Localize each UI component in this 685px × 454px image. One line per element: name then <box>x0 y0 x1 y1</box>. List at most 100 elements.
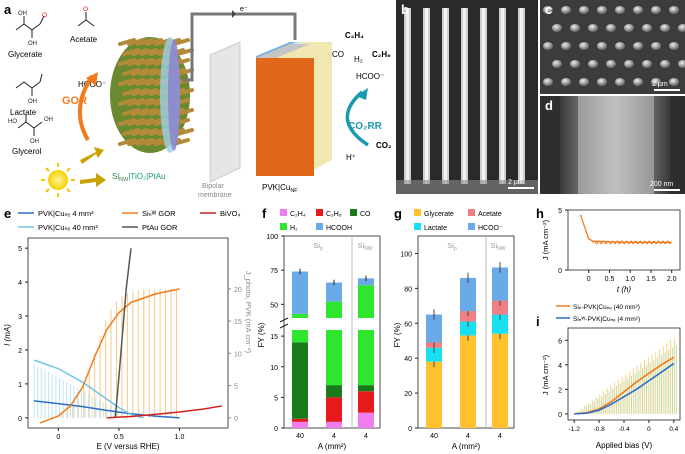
nanowire <box>122 108 140 116</box>
sem-pillar-highlight <box>425 8 428 184</box>
nanowire <box>131 48 149 56</box>
legend-e-3: PtAu GOR <box>142 223 178 232</box>
nanowire <box>136 78 154 86</box>
tick-label-g-y: 80 <box>404 286 412 293</box>
tick-label-e-y: 5 <box>18 246 22 253</box>
scale-text-d: 200 nm <box>650 181 674 188</box>
sem-pillar-top <box>651 6 661 14</box>
bar-g-3-2 <box>492 267 508 301</box>
series-e-2 <box>39 288 180 424</box>
tick-label-e-y: 0 <box>18 416 22 423</box>
xlabel-g: A (mm²) <box>452 442 481 451</box>
sem-pillar-highlight <box>482 8 485 184</box>
product-co: CO <box>332 50 344 59</box>
svg-text:O: O <box>42 12 47 19</box>
nanowire <box>127 138 145 146</box>
sem-pillar-top <box>669 42 679 50</box>
nanowire <box>140 108 158 116</box>
product-c2h6: C₂H₆ <box>372 50 391 59</box>
nanowire <box>122 48 140 56</box>
axis-break <box>279 317 289 323</box>
light-arrow-1 <box>80 147 104 164</box>
scale-text-c: 2 μm <box>652 81 668 88</box>
group-g-0: Sip <box>447 241 457 252</box>
bar-f-h2-lower-0 <box>292 330 308 343</box>
si-electrode-label: SiNW|TiO₂|PtAu <box>112 172 166 183</box>
pvk-cu-device <box>256 42 332 176</box>
bar-f-hcooh-1 <box>326 282 342 302</box>
bar-f-0-1 <box>326 421 342 428</box>
sem-pillar-top <box>678 60 685 68</box>
legend-i-0: Siₚ-PVK|Cuₙₑ (40 mm²) <box>573 304 640 311</box>
sem-pillar-highlight <box>444 8 447 184</box>
bar-g-0-0 <box>426 361 442 428</box>
hcoo-left: HCOO⁻ <box>78 80 106 89</box>
panel-g: g Glycerate Acetate Lactate HCOO⁻ Sip Si… <box>393 206 515 451</box>
bar-f-h2-1 <box>326 301 342 318</box>
sem-pillar-top <box>588 60 598 68</box>
series-i-1 <box>574 362 675 415</box>
tick-label-i-y: 6 <box>558 338 562 345</box>
bar-g-0-1 <box>460 335 476 428</box>
svg-text:OH: OH <box>28 41 37 47</box>
bar-f-h2-2 <box>358 285 374 318</box>
nanowire <box>127 58 145 66</box>
product-hcoo: HCOO⁻ <box>356 72 384 81</box>
legend-g-0: Glycerate <box>424 211 454 218</box>
product-c2h4: C₂H₄ <box>345 31 364 40</box>
legend-e-1: PVK|Cuₙₑ 40 mm² <box>38 223 98 232</box>
bar-f-2-1 <box>326 385 342 398</box>
nanowire <box>136 118 154 126</box>
panel-d-sem: d 200 nm <box>540 96 685 194</box>
legend-e-2: Siₙᵂ GOR <box>142 209 176 218</box>
tick-label-e-y2: 20 <box>234 287 242 294</box>
tick-label-h-x: 0 <box>587 276 591 283</box>
ylabel-g: FY (%) <box>393 322 402 347</box>
svg-text:HO: HO <box>8 119 17 125</box>
sem-pillar-top <box>624 60 634 68</box>
tick-label-i-x: 0.4 <box>669 426 678 433</box>
panel-f: f C₂H₄ C₂H₆ CO H₂ HCOOH Sip SiNW 5075100… <box>257 206 381 451</box>
nanowire <box>131 108 149 116</box>
sem-pillar-top <box>660 60 670 68</box>
series-e-4 <box>106 405 223 419</box>
legend-e-0: PVK|Cuₙₑ 4 mm² <box>38 209 94 218</box>
molecule-lactate: Lactate <box>10 108 37 117</box>
product-h2: H₂ <box>354 55 363 64</box>
nanowire <box>131 128 149 136</box>
bar-f-h2-0 <box>292 313 308 318</box>
tick-label-i-x: -1.2 <box>569 426 581 433</box>
y2label-e: J_photo, PVK (mA cm⁻²) <box>244 271 253 354</box>
ylabel-f: FY (%) <box>257 322 266 347</box>
tick-label-g-x: 4 <box>466 433 470 440</box>
sem-pillar-top <box>606 60 616 68</box>
tick-label-g-x: 40 <box>430 433 438 440</box>
glycerol-molecule <box>17 114 43 136</box>
bar-f-1-2 <box>358 391 374 413</box>
panel-e: e PVK|Cuₙₑ 4 mm² PVK|Cuₙₑ 40 mm² Siₙᵂ GO… <box>3 206 253 451</box>
nanowire <box>118 98 136 106</box>
nanowire <box>176 108 194 116</box>
nanowire <box>122 68 140 76</box>
sem-pillar-top <box>579 78 589 86</box>
co2rr-arrow <box>345 90 369 147</box>
ylabel-h: J (mA cm⁻²) <box>541 219 550 260</box>
legend-e-4: BiVO₄ <box>220 209 241 218</box>
tick-label-f-x: 4 <box>364 433 368 440</box>
legend-i-1: Siₙᵂ-PVK|Cuₙₑ (4 mm²) <box>573 316 640 323</box>
group-g-1: SiNW <box>490 241 505 252</box>
sem-pillar-top <box>597 6 607 14</box>
panel-b-sem: b 2 μm <box>396 0 538 194</box>
electron-label: e⁻ <box>240 6 248 13</box>
nanowire <box>136 58 154 66</box>
molecule-glycerol: Glycerol <box>12 147 42 156</box>
acetate-molecule <box>77 12 95 27</box>
sem-pillar-top <box>561 78 571 86</box>
nanowire <box>145 138 163 146</box>
bar-f-hcooh-2 <box>358 278 374 286</box>
tick-label-e-y2: 15 <box>234 319 242 326</box>
tick-label-f-y: 0 <box>274 426 278 433</box>
panel-label-a: a <box>4 2 12 17</box>
bar-g-1-0 <box>426 347 442 362</box>
sem-pillar-top <box>597 78 607 86</box>
